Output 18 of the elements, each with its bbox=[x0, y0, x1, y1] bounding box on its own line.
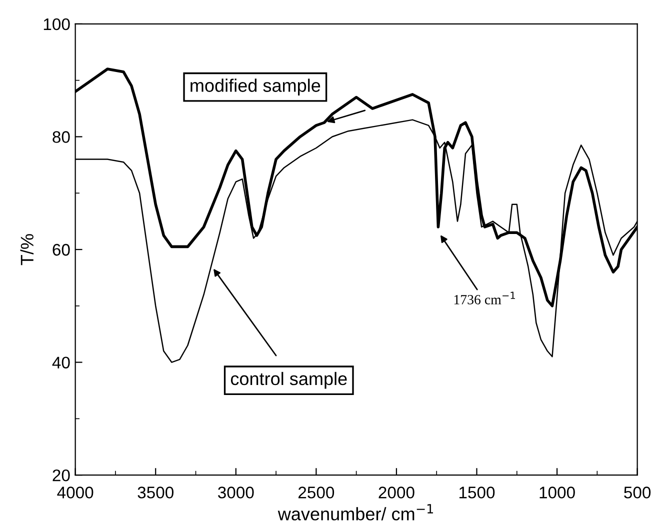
annotation: 1736 cm$^{−1}$ bbox=[454, 292, 515, 304]
y-tick-label: 40 bbox=[52, 356, 70, 368]
y-tick-label: 60 bbox=[52, 244, 70, 256]
y-tick-label: 100 bbox=[44, 18, 70, 30]
y-axis-title: T/% bbox=[20, 234, 34, 266]
x-tick-label: 1000 bbox=[540, 486, 575, 498]
x-tick-label: 2500 bbox=[298, 486, 334, 498]
x-tick-label: 2000 bbox=[378, 486, 414, 498]
y-tick-label: 20 bbox=[52, 469, 70, 482]
x-tick-label: 4000 bbox=[57, 486, 94, 498]
y-tick-label: 80 bbox=[52, 131, 70, 143]
x-tick-label: 3000 bbox=[218, 486, 254, 498]
series-label: modified sample bbox=[190, 78, 320, 96]
x-axis-title: wavenumber/ cm$^{−1}$ bbox=[278, 504, 433, 520]
x-tick-label: 3500 bbox=[138, 486, 174, 498]
x-tick-label: 500 bbox=[624, 486, 651, 498]
text: control sample bbox=[230, 372, 347, 389]
x-tick-label: 1500 bbox=[459, 486, 495, 498]
